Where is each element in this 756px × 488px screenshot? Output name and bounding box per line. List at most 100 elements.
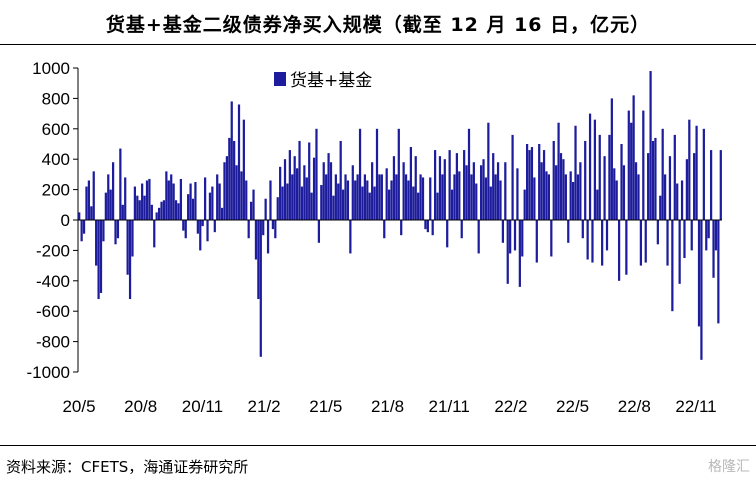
bar [438, 156, 442, 220]
bar [141, 183, 144, 220]
bar [228, 137, 231, 220]
bar [308, 142, 311, 220]
x-tick-label: 20/8 [124, 397, 157, 416]
bar [242, 119, 245, 220]
bar [625, 220, 628, 275]
bar [535, 220, 538, 263]
bar [177, 203, 180, 220]
bar [220, 207, 224, 220]
bar [511, 134, 514, 220]
bar [630, 122, 633, 220]
bar [126, 220, 129, 275]
bar [92, 171, 95, 220]
bar [312, 157, 316, 220]
bar [300, 186, 304, 220]
bar [167, 180, 170, 220]
bar [525, 144, 529, 220]
bar [225, 156, 229, 220]
bar [199, 220, 202, 251]
x-tick-label: 21/11 [429, 397, 470, 416]
bar [506, 220, 509, 284]
bar [196, 220, 199, 234]
bar [162, 200, 166, 220]
bar [705, 220, 708, 251]
bar [603, 156, 606, 220]
bar [291, 174, 294, 220]
bar [392, 156, 396, 220]
chart: 1000 800 600 400 200 0 -200 -400 -600 -800 -1000 20… [27, 59, 722, 416]
x-tick-label: 20/11 [182, 397, 223, 416]
y-tick-label: -200 [36, 241, 70, 260]
bar [654, 137, 657, 220]
bar [121, 204, 124, 220]
bar [262, 220, 265, 236]
bar [433, 150, 437, 220]
bar [676, 183, 679, 220]
bar [552, 140, 555, 220]
bar [95, 220, 98, 266]
bar [157, 207, 161, 220]
bar [518, 220, 521, 287]
bar [194, 182, 197, 220]
bar [642, 110, 645, 220]
bar [683, 220, 686, 258]
bar [588, 113, 592, 220]
bar [576, 174, 580, 220]
bar [174, 200, 178, 220]
bar [581, 220, 584, 239]
bar [545, 171, 548, 220]
bar [504, 162, 507, 220]
bar [339, 140, 342, 220]
bar [601, 220, 604, 266]
top-rule [0, 44, 756, 45]
bar [329, 162, 333, 220]
bar [187, 194, 190, 220]
bar [184, 220, 187, 239]
bar [448, 150, 451, 220]
x-tick-label: 22/11 [675, 397, 716, 416]
bar [138, 200, 141, 220]
bar [218, 183, 221, 220]
bar [87, 180, 91, 220]
bar [400, 220, 403, 236]
bar [690, 220, 693, 251]
bar [523, 189, 526, 220]
bar [119, 148, 122, 220]
bar [661, 128, 664, 220]
bar [133, 186, 137, 220]
bar [107, 174, 110, 220]
bar [153, 220, 156, 248]
bar [596, 189, 599, 220]
bar [279, 166, 282, 220]
bar [409, 147, 413, 220]
bar [298, 140, 301, 220]
bar [315, 128, 318, 220]
bar [131, 220, 134, 257]
bar [305, 177, 308, 220]
bar [85, 186, 88, 220]
bar [450, 189, 454, 220]
bar [293, 156, 296, 220]
bar [82, 220, 86, 234]
bar [358, 128, 362, 220]
bar [337, 183, 340, 220]
bar [639, 220, 643, 266]
bar [303, 165, 306, 220]
bar [172, 183, 175, 220]
bar [295, 168, 299, 220]
bar [547, 174, 551, 220]
legend-swatch [274, 72, 286, 86]
bar [354, 180, 357, 220]
bar [579, 162, 582, 220]
bar [700, 220, 703, 360]
bar [472, 162, 475, 220]
y-tick-label: -600 [36, 302, 70, 321]
bar [201, 220, 204, 227]
bar [182, 220, 185, 231]
y-tick-label: 0 [61, 211, 70, 230]
bar [666, 220, 669, 266]
bar [237, 104, 241, 220]
bar [264, 198, 267, 220]
bar [501, 220, 505, 243]
bar [446, 220, 449, 248]
